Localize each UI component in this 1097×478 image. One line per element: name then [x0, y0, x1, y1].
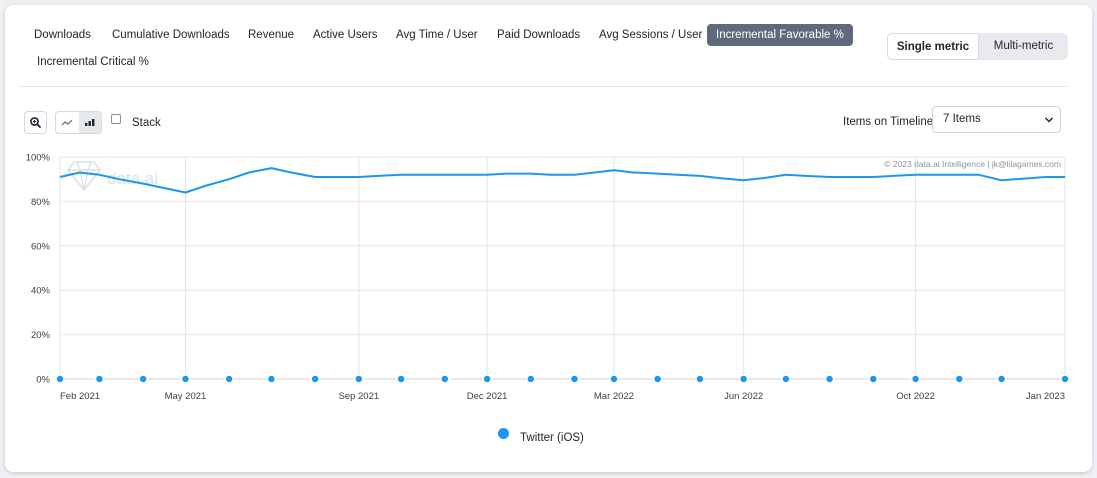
baseline-marker — [910, 374, 921, 384]
x-tick-label: Oct 2022 — [896, 391, 935, 402]
tab-cumulative-downloads[interactable]: Cumulative Downloads — [112, 29, 230, 41]
tab-incremental-critical[interactable]: Incremental Critical % — [37, 56, 149, 68]
x-tick-label: Dec 2021 — [467, 391, 508, 402]
bar-chart-button[interactable] — [79, 112, 101, 133]
baseline-marker — [224, 374, 234, 384]
copyright-text: © 2023 data.ai Intelligence | jk@lilagam… — [884, 159, 1061, 169]
legend-label-twitter-ios[interactable]: Twitter (iOS) — [520, 432, 584, 444]
y-tick-label: 40% — [31, 286, 51, 297]
zoom-button[interactable] — [24, 111, 47, 134]
baseline-marker — [266, 374, 277, 384]
baseline-marker — [55, 374, 65, 384]
stack-checkbox[interactable] — [111, 114, 121, 124]
zoom-icon — [30, 117, 41, 128]
baseline-marker — [396, 374, 406, 384]
baseline-marker — [138, 374, 148, 384]
stack-label: Stack — [132, 117, 161, 129]
items-on-timeline-select[interactable]: 7 Items — [932, 106, 1061, 133]
legend-marker-twitter-ios — [498, 428, 509, 439]
x-tick-label: Feb 2021 — [60, 391, 100, 402]
baseline-marker — [954, 374, 965, 384]
baseline-marker — [482, 374, 492, 384]
single-metric-button[interactable]: Single metric — [887, 33, 979, 60]
baseline-marker — [1060, 374, 1070, 384]
line-chart-button[interactable] — [56, 112, 79, 133]
baseline-marker — [526, 374, 536, 384]
baseline-marker — [354, 374, 364, 384]
y-tick-label: 100% — [26, 153, 51, 164]
diamond-logo-icon — [66, 161, 102, 192]
tab-paid-downloads[interactable]: Paid Downloads — [497, 29, 581, 41]
baseline-marker — [180, 374, 191, 384]
watermark: data.ai — [66, 161, 158, 192]
line-chart-icon — [61, 119, 73, 126]
tab-downloads[interactable]: Downloads — [34, 29, 91, 41]
baseline-marker — [310, 374, 320, 384]
baseline-marker — [569, 374, 580, 384]
baseline-marker — [440, 374, 450, 384]
x-tick-label: May 2021 — [165, 391, 207, 402]
x-tick-label: Jan 2023 — [1026, 391, 1065, 402]
metric-card — [5, 5, 1092, 472]
x-tick-label: Mar 2022 — [594, 391, 634, 402]
chevron-down-icon — [1044, 117, 1054, 123]
bar-chart-icon — [85, 119, 95, 126]
baseline-marker — [609, 374, 619, 384]
items-on-timeline-value: 7 Items — [943, 113, 981, 125]
tab-revenue[interactable]: Revenue — [248, 29, 295, 41]
baseline-marker — [824, 374, 835, 384]
tab-avg-sessions-user[interactable]: Avg Sessions / User — [599, 29, 703, 41]
multi-metric-button[interactable]: Multi-metric — [993, 40, 1054, 52]
chart-type-toggle — [55, 111, 102, 134]
baseline-marker — [94, 374, 105, 384]
baseline-marker — [695, 374, 705, 384]
y-tick-label: 20% — [31, 330, 51, 341]
tab-active-users[interactable]: Active Users — [313, 29, 378, 41]
tab-incremental-favorable[interactable]: Incremental Favorable % — [707, 24, 853, 46]
baseline-marker — [996, 374, 1007, 384]
y-tick-label: 80% — [31, 197, 51, 208]
baseline-marker — [868, 374, 879, 384]
y-tick-label: 0% — [36, 375, 50, 386]
x-tick-label: Sep 2021 — [338, 391, 379, 402]
metric-mode-toggle: Single metric Multi-metric — [887, 33, 1068, 60]
items-on-timeline-label: Items on Timeline: — [843, 116, 937, 128]
header-divider — [19, 86, 1068, 87]
series-line-twitter-ios — [59, 167, 1065, 194]
y-tick-label: 60% — [31, 241, 51, 252]
baseline-marker — [781, 374, 791, 384]
tab-avg-time-user[interactable]: Avg Time / User — [396, 29, 478, 41]
baseline-marker — [738, 374, 749, 384]
x-tick-label: Jun 2022 — [724, 391, 763, 402]
baseline-marker — [652, 374, 663, 384]
